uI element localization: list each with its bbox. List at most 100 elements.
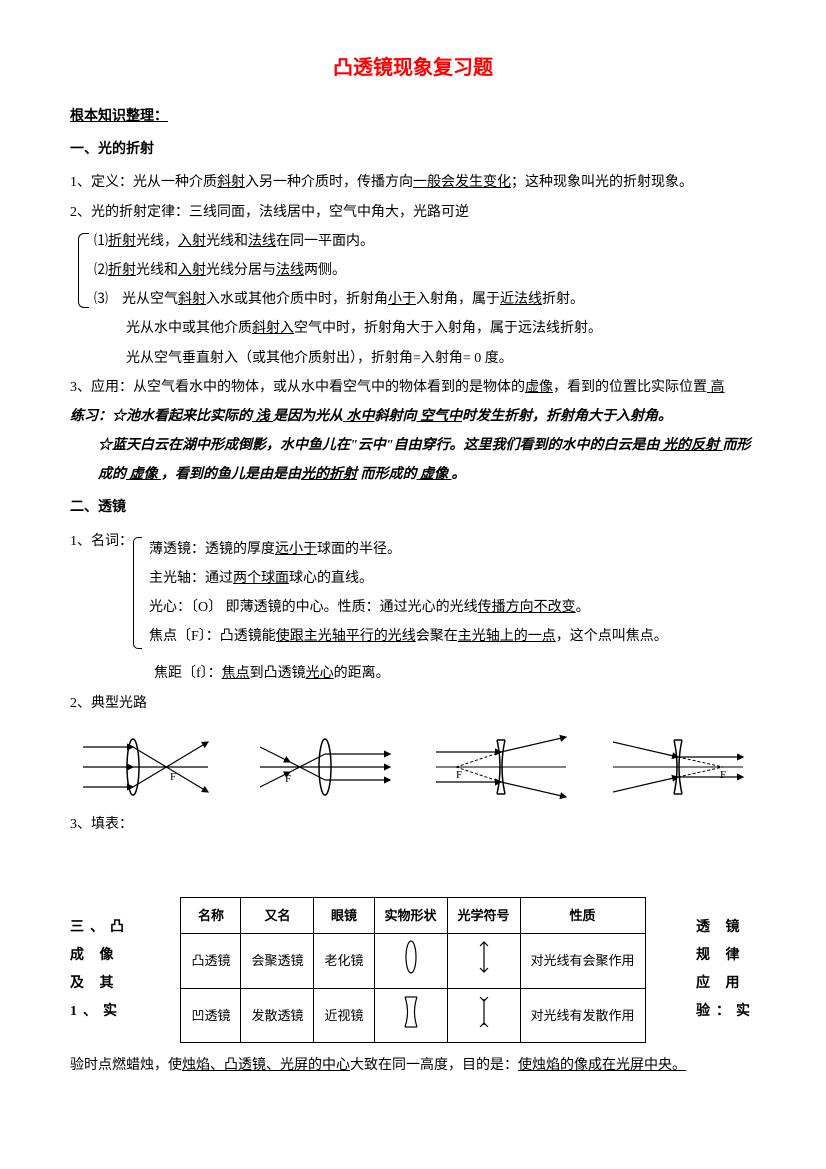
- text: 入水或其他介质中时，折射角: [206, 292, 388, 307]
- th: 又名: [241, 897, 314, 933]
- concave-parallel-diagram: F: [608, 732, 748, 802]
- text: 烛焰、凸透镜、光屏的中心: [182, 1058, 350, 1073]
- text: 使跟主光轴平行的光线: [276, 629, 416, 644]
- text: 主光轴：通过: [149, 571, 233, 586]
- text: ☆蓝天白云在湖中形成倒影，水中鱼儿在"云中"自由穿行。这里我们看到的水中的白云是…: [98, 438, 660, 453]
- typical-path-label: 2、典型光路: [70, 691, 756, 716]
- text: 光线和: [136, 263, 178, 278]
- text: 入射: [178, 234, 206, 249]
- text: 练习：: [70, 409, 112, 424]
- th: 眼镜: [314, 897, 374, 933]
- td: 近视镜: [314, 988, 374, 1042]
- text: 小于: [388, 292, 416, 307]
- text: ，看到的鱼儿是由是由: [161, 467, 301, 482]
- blank: 浅: [252, 409, 273, 424]
- noun-item-4: 焦点〔F〕：凸透镜能使跟主光轴平行的光线会聚在主光轴上的一点，这个点叫焦点。: [149, 624, 668, 649]
- text: 。: [576, 600, 590, 615]
- text: 主光轴上的一点: [458, 629, 556, 644]
- blank: 水中: [343, 409, 375, 424]
- brace-group-2: 薄透镜：透镜的厚度远小于球面的半径。 主光轴：通过两个球面球心的直线。 光心：〔…: [133, 533, 668, 654]
- table-row: 凸透镜 会聚透镜 老化镜 对光线有会聚作用: [181, 934, 645, 988]
- svg-text:F: F: [170, 771, 176, 783]
- text: 1、定义：光从一种介质: [70, 175, 217, 190]
- td: 老化镜: [314, 934, 374, 988]
- text: 远小于: [275, 542, 317, 557]
- td: 凹透镜: [181, 988, 241, 1042]
- text: 高: [707, 380, 725, 395]
- text: 光心: [306, 666, 334, 681]
- text: 1、实: [70, 998, 130, 1026]
- text: 折射: [108, 234, 136, 249]
- text: 两个球面: [233, 571, 289, 586]
- brace-group-1: ⑴折射光线，入射光线和法线在同一平面内。 ⑵折射光线和入射光线分居与法线两侧。 …: [70, 229, 756, 313]
- text: 焦点〔F〕：凸透镜能: [149, 629, 276, 644]
- text: 及 其: [70, 970, 130, 998]
- blank: 虚像: [417, 467, 452, 482]
- convex-shape-icon: [374, 934, 447, 988]
- page-title: 凸透镜现象复习题: [70, 50, 756, 86]
- text: 斜射: [217, 175, 245, 190]
- text: 光线，: [136, 234, 178, 249]
- svg-text:F: F: [720, 769, 726, 781]
- text: 斜射向: [375, 409, 417, 424]
- concave-symbol-icon: [447, 988, 520, 1042]
- law-item-3c: 光从空气垂直射入（或其他介质射出），折射角=入射角= 0 度。: [70, 346, 756, 371]
- definition-para: 1、定义：光从一种介质斜射入另一种介质时，传播方向一般会发生变化；这种现象叫光的…: [70, 170, 756, 195]
- text: 的距离。: [334, 666, 390, 681]
- th: 性质: [520, 897, 645, 933]
- blank: 虚像: [126, 467, 161, 482]
- text: ，这个点叫焦点。: [556, 629, 668, 644]
- text: 入射角，属于: [416, 292, 500, 307]
- text: 验：实: [696, 998, 756, 1026]
- table-row: 凹透镜 发散透镜 近视镜 对光线有发散作用: [181, 988, 645, 1042]
- text: 薄透镜：透镜的厚度: [149, 542, 275, 557]
- text: 而形: [723, 438, 751, 453]
- exercise-1: 练习：☆池水看起来比实际的 浅 是因为光从 水中斜射向 空气中时发生折射，折射角…: [70, 404, 756, 429]
- table-section: 三、凸 成 像 及 其 1、实 名称 又名 眼镜 实物形状 光学符号 性质 凸透…: [70, 897, 756, 1043]
- table-header-row: 名称 又名 眼镜 实物形状 光学符号 性质: [181, 897, 645, 933]
- text: 使烛焰的像成在光屏中央。: [518, 1058, 686, 1073]
- text: 光从水中或其他介质: [126, 321, 252, 336]
- text: 入另一种介质时，传播方向: [245, 175, 413, 190]
- text: ；这种现象叫光的折射现象。: [511, 175, 693, 190]
- text: 光线分居与: [206, 263, 276, 278]
- left-side-labels: 三、凸 成 像 及 其 1、实: [70, 914, 130, 1026]
- ray-diagrams: F F F: [70, 732, 756, 802]
- text: 近法线: [500, 292, 542, 307]
- text: 时发生折射，折射角大于入射角。: [462, 409, 672, 424]
- text: 到凸透镜: [250, 666, 306, 681]
- text: ，看到的位置比实际位置: [553, 380, 707, 395]
- law-item-2: ⑵折射光线和入射光线分居与法线两侧。: [94, 258, 756, 283]
- law-item-3b: 光从水中或其他介质斜射入空气中时，折射角大于入射角，属于远法线折射。: [70, 316, 756, 341]
- fill-table-label: 3、填表：: [70, 812, 756, 837]
- text: 规 律: [696, 942, 756, 970]
- exercise-2: ☆蓝天白云在湖中形成倒影，水中鱼儿在"云中"自由穿行。这里我们看到的水中的白云是…: [70, 433, 756, 458]
- text: 法线: [276, 263, 304, 278]
- exercise-2b: 成的 虚像 ，看到的鱼儿是由是由光的折射 而形成的 虚像 。: [70, 462, 756, 487]
- text: 法线: [248, 234, 276, 249]
- text: 是因为光从: [273, 409, 343, 424]
- text: 而形成的: [357, 467, 417, 482]
- text: 光线和: [206, 234, 248, 249]
- text: ⑴: [94, 234, 108, 249]
- section-1-head: 一、光的折射: [70, 137, 756, 162]
- lens-table: 名称 又名 眼镜 实物形状 光学符号 性质 凸透镜 会聚透镜 老化镜 对光线有会…: [180, 897, 645, 1043]
- text: 入射: [178, 263, 206, 278]
- svg-text:F: F: [456, 769, 462, 781]
- th: 名称: [181, 897, 241, 933]
- noun-row: 1、名词： 薄透镜：透镜的厚度远小于球面的半径。 主光轴：通过两个球面球心的直线…: [70, 529, 756, 658]
- text: 验时点燃蜡烛，使: [70, 1058, 182, 1073]
- th: 实物形状: [374, 897, 447, 933]
- application-para: 3、应用：从空气看水中的物体，或从水中看空气中的物体看到的是物体的虚像，看到的位…: [70, 375, 756, 400]
- law-item-1: ⑴折射光线，入射光线和法线在同一平面内。: [94, 229, 756, 254]
- td: 凸透镜: [181, 934, 241, 988]
- text: 应 用: [696, 970, 756, 998]
- text: ☆池水看起来比实际的: [112, 409, 252, 424]
- noun-item-1: 薄透镜：透镜的厚度远小于球面的半径。: [149, 537, 668, 562]
- law-para: 2、光的折射定律：三线同面，法线居中，空气中角大，光路可逆: [70, 200, 756, 225]
- text: ⑶ 光从空气: [94, 292, 178, 307]
- concave-shape-icon: [374, 988, 447, 1042]
- noun-label: 1、名词：: [70, 529, 133, 554]
- convex-parallel-diagram: F: [255, 732, 395, 802]
- th: 光学符号: [447, 897, 520, 933]
